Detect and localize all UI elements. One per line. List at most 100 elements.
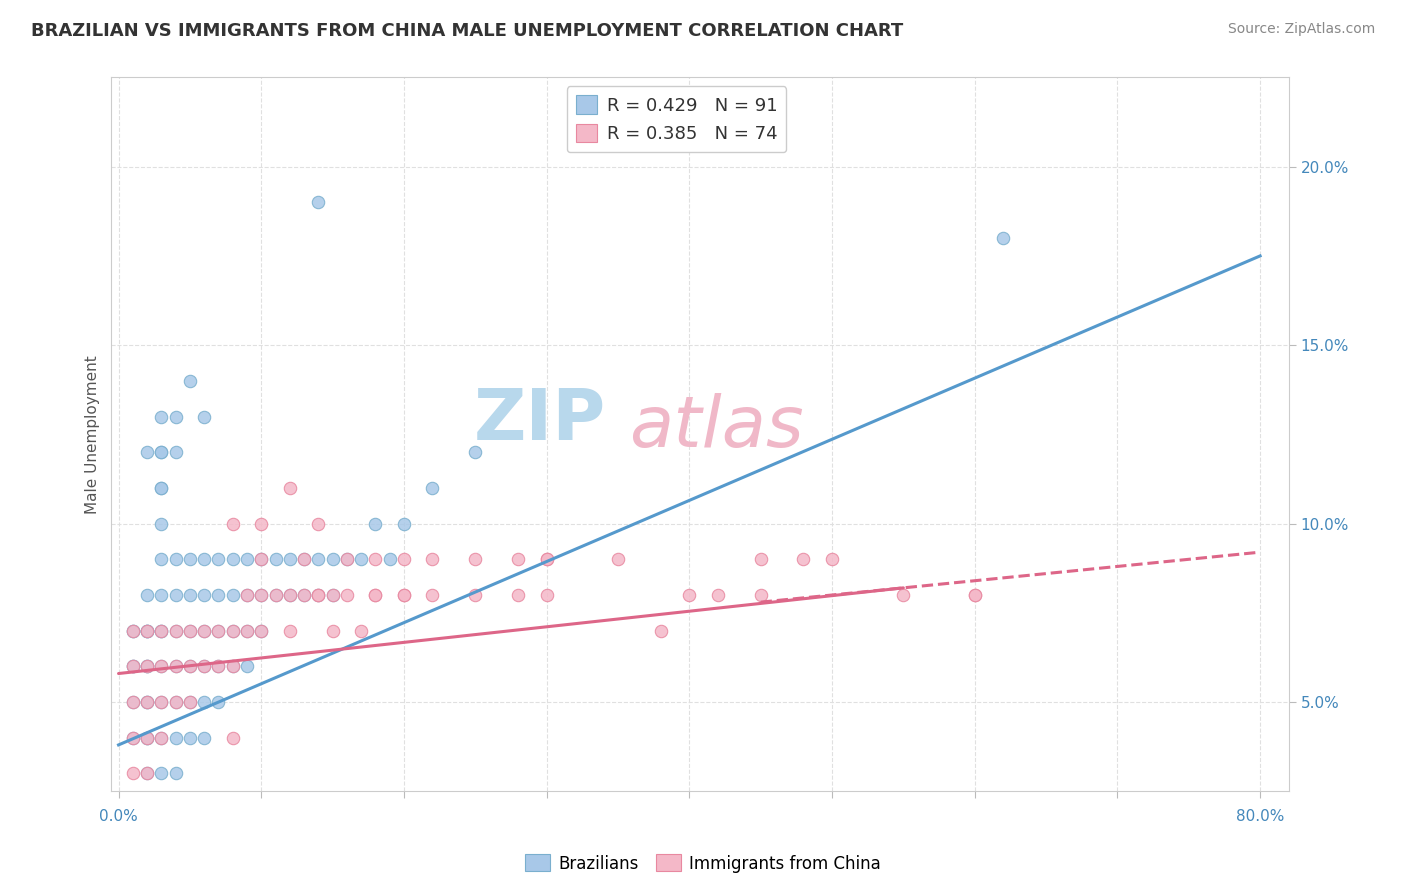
Point [136, 731, 159, 745]
Point [207, 695, 229, 709]
Point [364, 588, 387, 602]
Point [264, 588, 287, 602]
Point [165, 695, 187, 709]
Point [307, 588, 329, 602]
Point [264, 552, 287, 566]
Point [749, 588, 772, 602]
Point [364, 516, 387, 531]
Point [993, 231, 1015, 245]
Point [322, 588, 344, 602]
Point [236, 552, 259, 566]
Point [150, 445, 173, 459]
Point [121, 659, 143, 673]
Point [165, 445, 187, 459]
Point [121, 624, 143, 638]
Point [150, 409, 173, 424]
Point [236, 588, 259, 602]
Point [136, 731, 159, 745]
Point [336, 552, 359, 566]
Point [536, 588, 558, 602]
Point [350, 624, 373, 638]
Point [292, 588, 315, 602]
Point [250, 516, 273, 531]
Point [322, 552, 344, 566]
Text: ZIP: ZIP [474, 385, 606, 455]
Point [350, 552, 373, 566]
Point [278, 624, 301, 638]
Point [150, 695, 173, 709]
Point [278, 552, 301, 566]
Point [963, 588, 986, 602]
Point [222, 516, 245, 531]
Point [136, 624, 159, 638]
Y-axis label: Male Unemployment: Male Unemployment [86, 355, 100, 514]
Point [222, 659, 245, 673]
Point [150, 481, 173, 495]
Point [179, 659, 201, 673]
Point [464, 588, 486, 602]
Point [292, 552, 315, 566]
Point [121, 731, 143, 745]
Point [250, 624, 273, 638]
Legend: R = 0.429   N = 91, R = 0.385   N = 74: R = 0.429 N = 91, R = 0.385 N = 74 [567, 87, 786, 153]
Point [165, 695, 187, 709]
Point [207, 659, 229, 673]
Point [136, 695, 159, 709]
Text: 0.0%: 0.0% [100, 809, 138, 824]
Point [179, 624, 201, 638]
Point [121, 731, 143, 745]
Point [336, 588, 359, 602]
Point [136, 659, 159, 673]
Point [422, 588, 444, 602]
Point [193, 409, 215, 424]
Point [222, 731, 245, 745]
Point [179, 624, 201, 638]
Point [307, 195, 329, 210]
Point [193, 588, 215, 602]
Point [193, 552, 215, 566]
Point [392, 552, 415, 566]
Point [121, 659, 143, 673]
Point [307, 588, 329, 602]
Point [207, 624, 229, 638]
Point [364, 552, 387, 566]
Point [165, 659, 187, 673]
Text: Source: ZipAtlas.com: Source: ZipAtlas.com [1227, 22, 1375, 37]
Point [193, 624, 215, 638]
Point [236, 624, 259, 638]
Legend: Brazilians, Immigrants from China: Brazilians, Immigrants from China [519, 847, 887, 880]
Point [150, 588, 173, 602]
Point [136, 588, 159, 602]
Point [250, 588, 273, 602]
Point [150, 516, 173, 531]
Point [392, 588, 415, 602]
Point [392, 516, 415, 531]
Point [392, 588, 415, 602]
Point [250, 588, 273, 602]
Point [264, 588, 287, 602]
Point [193, 659, 215, 673]
Point [150, 695, 173, 709]
Point [136, 766, 159, 780]
Point [207, 552, 229, 566]
Point [749, 552, 772, 566]
Point [278, 588, 301, 602]
Point [536, 552, 558, 566]
Point [121, 659, 143, 673]
Point [236, 624, 259, 638]
Point [193, 695, 215, 709]
Point [963, 588, 986, 602]
Point [179, 374, 201, 388]
Point [322, 624, 344, 638]
Point [222, 659, 245, 673]
Point [150, 731, 173, 745]
Point [222, 588, 245, 602]
Point [179, 659, 201, 673]
Point [364, 588, 387, 602]
Point [207, 659, 229, 673]
Point [207, 588, 229, 602]
Point [250, 552, 273, 566]
Point [165, 409, 187, 424]
Point [322, 588, 344, 602]
Point [121, 766, 143, 780]
